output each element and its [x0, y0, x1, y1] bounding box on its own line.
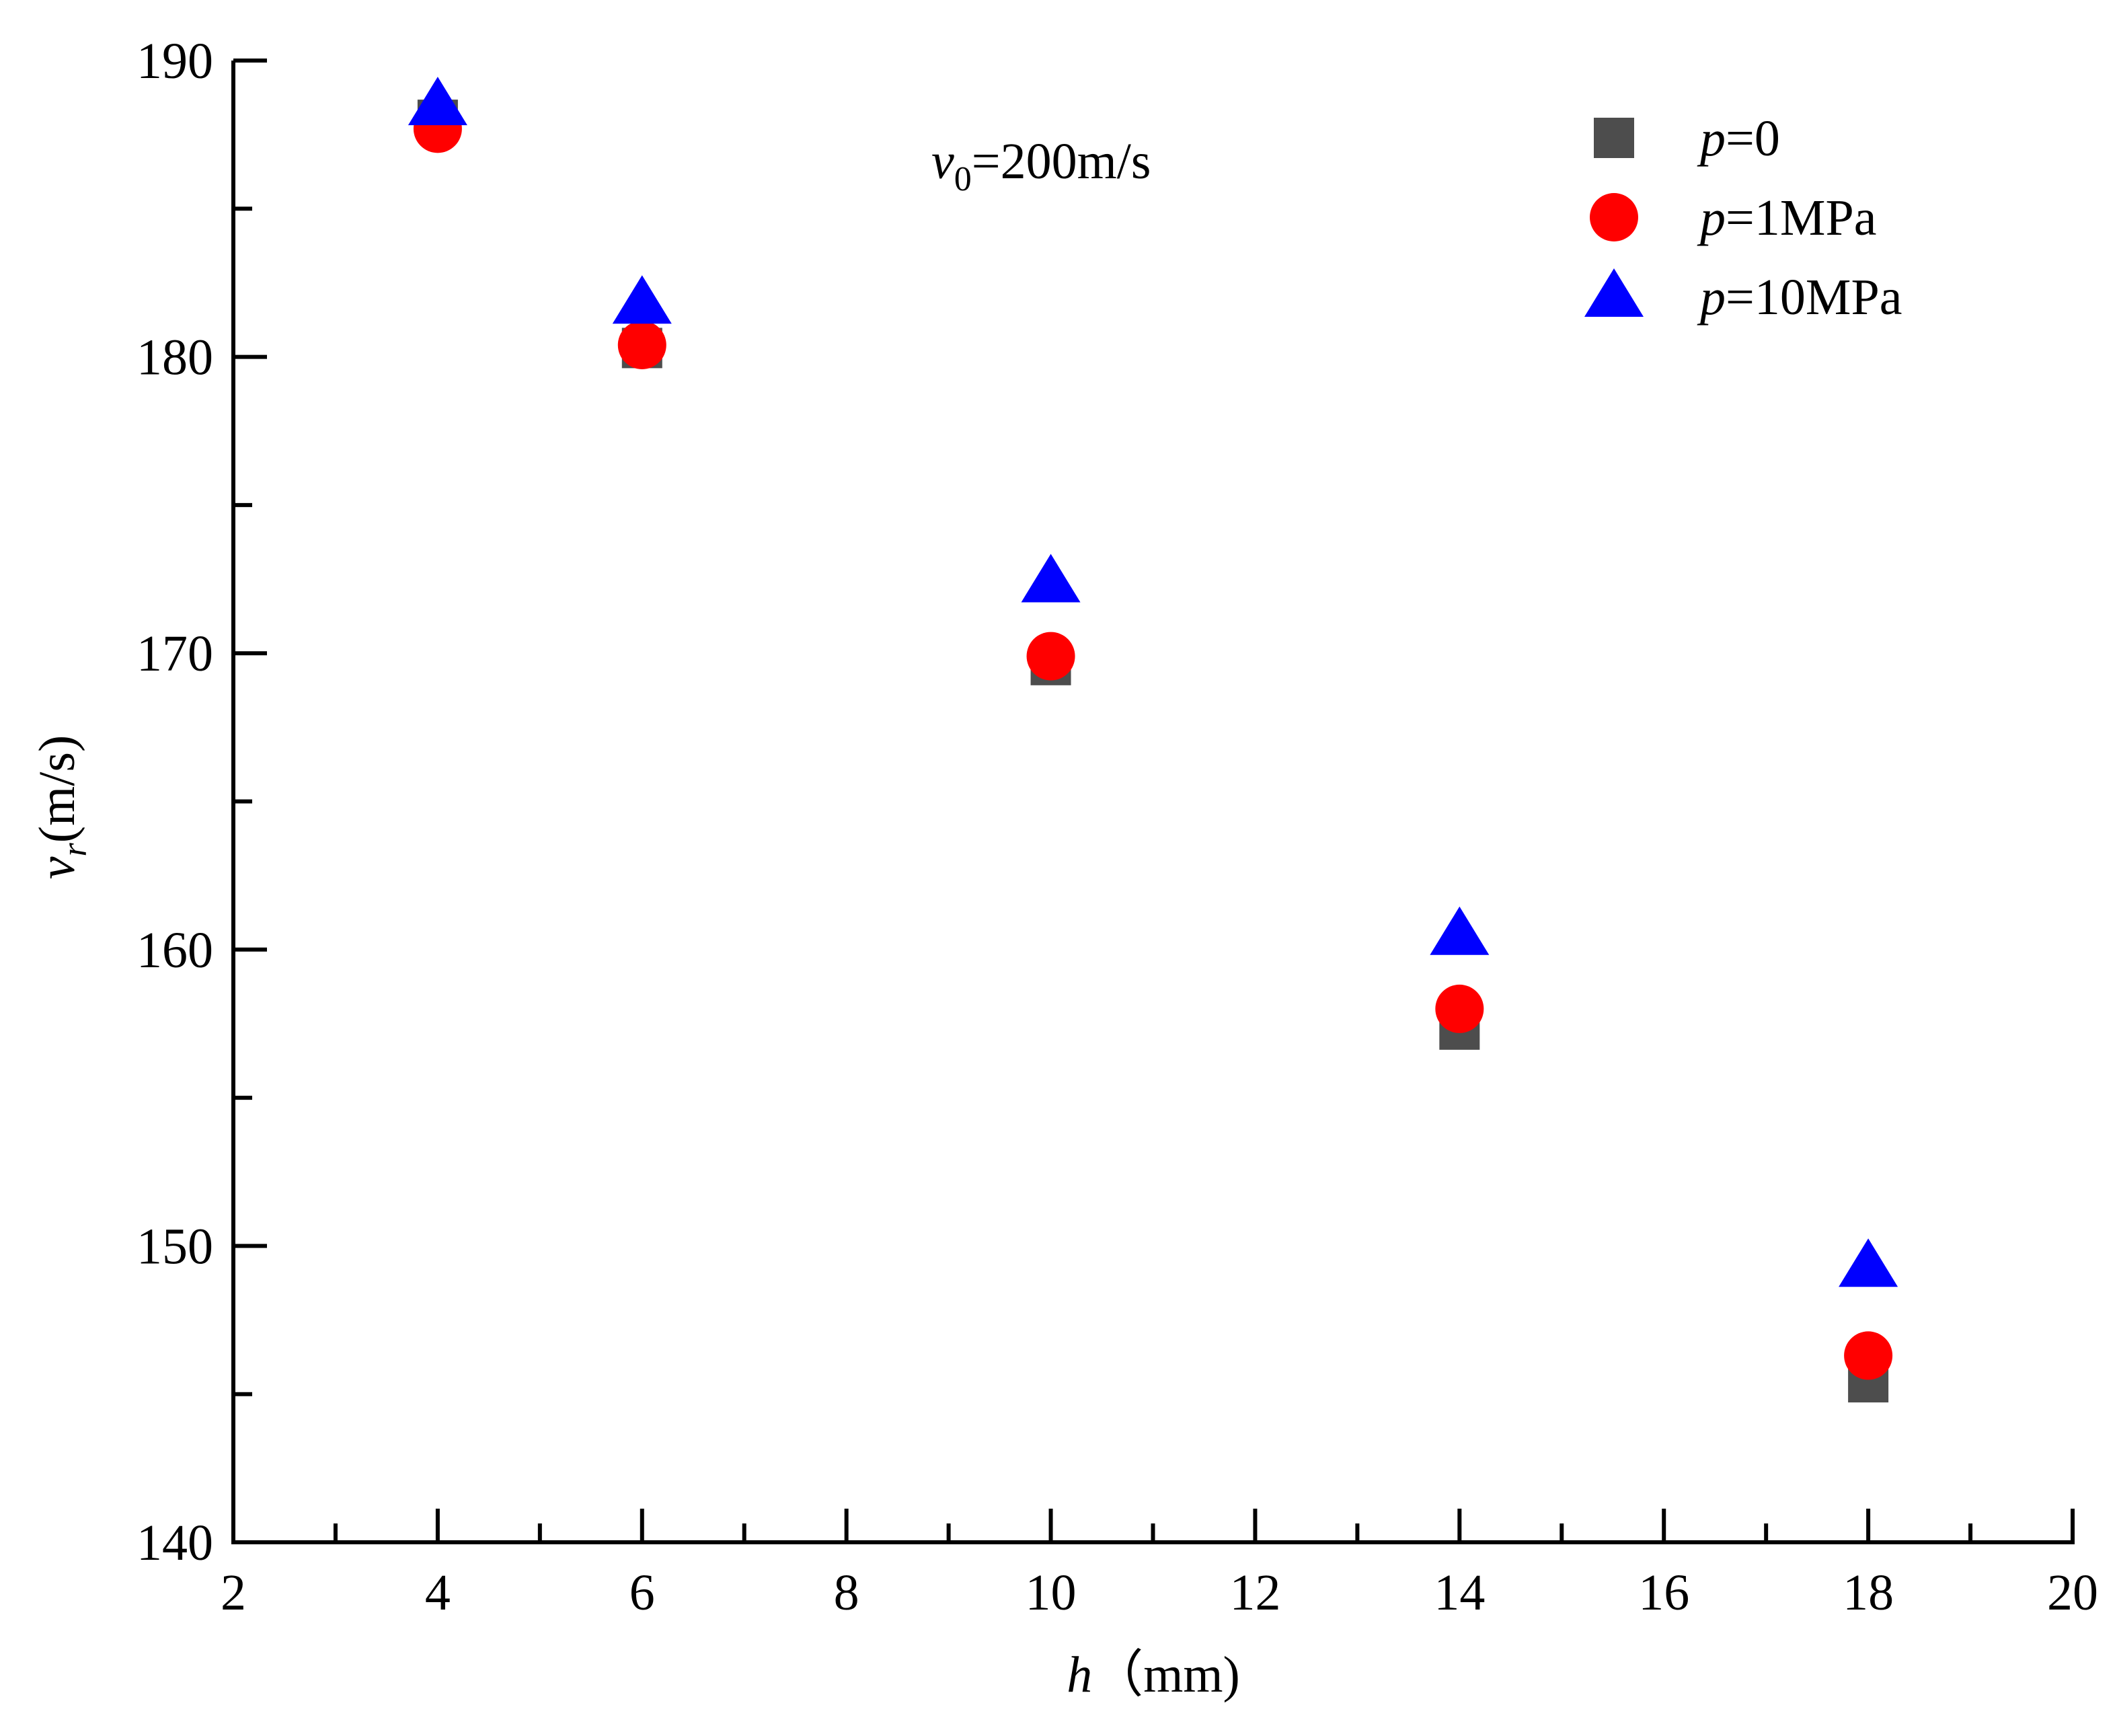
x-tick-label: 8: [834, 1564, 859, 1621]
x-tick-label: 2: [221, 1564, 246, 1621]
x-tick-label: 6: [629, 1564, 655, 1621]
x-tick-label: 16: [1638, 1564, 1689, 1621]
point-circle: [1435, 984, 1484, 1033]
axes: 2 4 6 8 10 12 14 16 18 20 140 150 160 170 180 190: [137, 33, 2098, 1621]
y-tick-label: 170: [137, 626, 213, 682]
y-tick-label: 190: [137, 33, 213, 89]
legend-label: p=0: [1697, 110, 1780, 167]
x-tick-label: 20: [2047, 1564, 2098, 1621]
y-axis-label: vr(m/s): [29, 735, 94, 879]
point-circle: [1844, 1331, 1893, 1380]
point-triangle: [1021, 554, 1081, 603]
y-tick-label: 160: [137, 922, 213, 979]
y-tick-label: 150: [137, 1218, 213, 1275]
y-tick-label: 180: [137, 330, 213, 386]
point-circle: [617, 320, 666, 369]
legend-marker-triangle: [1584, 268, 1644, 317]
legend-marker-circle: [1590, 193, 1638, 241]
point-triangle: [612, 275, 672, 324]
legend: p=0 p=1MPa p=10MPa: [1584, 110, 1902, 326]
legend-marker-square: [1594, 118, 1634, 158]
x-tick-label: 10: [1026, 1564, 1077, 1621]
point-triangle: [1839, 1238, 1898, 1287]
point-triangle: [408, 77, 467, 126]
x-axis-label: h（mm): [1067, 1647, 1240, 1703]
x-tick-label: 14: [1434, 1564, 1485, 1621]
x-tick-label: 18: [1843, 1564, 1894, 1621]
legend-label: p=1MPa: [1697, 190, 1876, 246]
x-tick-label: 12: [1229, 1564, 1280, 1621]
legend-label: p=10MPa: [1697, 269, 1902, 326]
y-tick-label: 140: [137, 1515, 213, 1571]
x-tick-label: 4: [425, 1564, 451, 1621]
point-circle: [1026, 632, 1075, 681]
data-marks: [408, 77, 1898, 1403]
point-triangle: [1430, 906, 1490, 955]
annotation-v0: v0=200m/s: [931, 133, 1151, 198]
